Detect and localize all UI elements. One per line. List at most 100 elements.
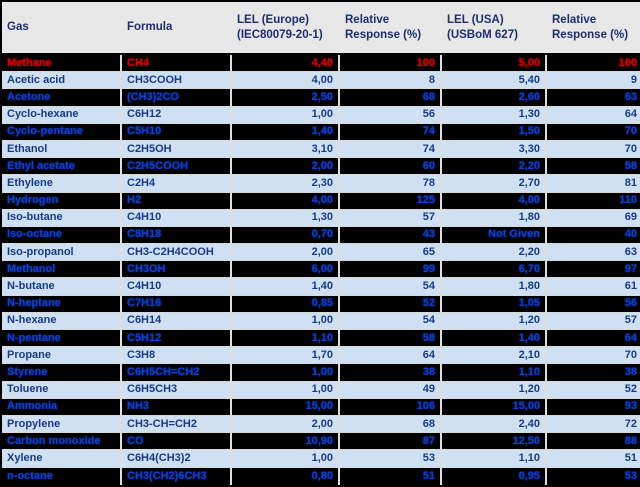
header-row: Gas Formula LEL (Europe) (IEC80079-20-1)… [2,2,640,55]
cell-gas: Cyclo-hexane [2,106,122,124]
cell-rr_eu: 68 [340,415,442,434]
cell-formula: C4H10 [122,278,232,296]
table-row: Cyclo-pentane C5H10 1,40 74 1,50 70 [2,123,640,141]
header-relative-response-usa: Relative Response (%) [547,2,640,55]
cell-rr_usa: 110 [547,193,640,210]
header-line: Relative [345,13,390,26]
cell-rr_eu: 65 [340,244,442,262]
cell-formula: C5H10 [122,123,232,141]
cell-lel_usa: 2,10 [442,347,547,365]
cell-rr_usa: 38 [547,364,640,382]
cell-rr_usa: 63 [547,89,640,107]
cell-lel_eu: 2,50 [232,89,340,107]
gas-table-body: Methane CH4 4,40 100 5,00 100 Acetic acid CH3CO… [2,55,640,485]
cell-rr_eu: 43 [340,226,442,245]
cell-gas: Propylene [2,415,122,434]
cell-rr_eu: 54 [340,312,442,330]
table-row: Methane CH4 4,40 100 5,00 100 [2,55,640,73]
cell-lel_usa: 1,10 [442,364,547,382]
cell-rr_usa: 100 [547,55,640,73]
cell-rr_usa: 69 [547,210,640,227]
header-relative-response-europe: Relative Response (%) [340,2,442,55]
header-lel-usa: LEL (USA) (USBoM 627) [442,2,547,55]
cell-gas: N-pentane [2,330,122,348]
cell-rr_usa: 40 [547,227,640,245]
header-line: Relative [552,13,597,26]
cell-gas: Acetone [2,89,122,107]
cell-formula: H2 [122,192,232,210]
cell-formula: C6H12 [122,106,232,124]
cell-rr_eu: 57 [340,209,442,227]
cell-lel_usa: Not Given [442,226,547,245]
cell-gas: N-heptane [2,295,122,313]
cell-lel_eu: 4,40 [232,55,340,73]
cell-lel_usa: 1,20 [442,381,547,399]
cell-rr_eu: 74 [340,140,442,159]
cell-formula: C6H5CH=CH2 [122,364,232,382]
cell-lel_usa: 2,70 [442,175,547,193]
cell-lel_usa: 15,00 [442,398,547,416]
cell-formula: C6H14 [122,312,232,330]
cell-gas: n-octane [2,467,122,485]
cell-gas: N-butane [2,278,122,296]
cell-rr_usa: 9 [547,72,640,90]
table-row: N-butane C4H10 1,40 54 1,80 61 [2,278,640,296]
cell-rr_usa: 70 [547,347,640,365]
cell-gas: Carbon monoxide [2,433,122,451]
cell-formula: CH4 [122,55,232,73]
cell-lel_usa: 1,50 [442,123,547,141]
cell-rr_eu: 106 [340,398,442,416]
cell-formula: C5H12 [122,330,232,348]
cell-lel_eu: 2,00 [232,244,340,262]
cell-rr_usa: 53 [624,469,637,482]
cell-lel_usa: 3,30 [442,140,547,159]
table-row: Acetic acid CH3COOH 4,00 8 5,40 9 [2,72,640,90]
cell-rr_usa: 70 [547,124,640,141]
cell-lel_eu: 4,00 [232,72,340,90]
cell-rr_eu: 56 [340,106,442,124]
cell-rr_usa: 64 [547,107,640,124]
cell-rr_usa: 97 [547,261,640,279]
header-line: LEL (USA) [447,13,504,26]
header-line: Gas [7,21,29,33]
cell-gas: Toluene [2,381,122,399]
cell-lel_eu: 2,00 [232,415,340,434]
cell-rr_usa: 93 [547,399,640,416]
header-line: (USBoM 627) [447,28,518,41]
cell-formula: NH3 [122,398,232,416]
cell-rr_eu: 52 [340,295,442,313]
cell-lel_eu: 1,00 [232,312,340,330]
cell-gas: Ethylene [2,175,122,193]
header-line: Response (%) [345,28,422,41]
cell-gas: Ammonia [2,398,122,416]
table-row: N-pentane C5H12 1,10 58 1,40 64 [2,330,640,348]
cell-rr_eu: 51 [340,467,442,485]
table-row: Ethyl acetate C2H5COOH 2,00 60 2,20 58 [2,158,640,176]
cell-gas: Ethyl acetate [2,158,122,176]
cell-lel_usa: 2,20 [442,244,547,262]
cell-gas: Cyclo-pentane [2,123,122,141]
cell-gas: Xylene [2,450,122,468]
cell-lel_eu: 10,90 [232,433,340,451]
cell-lel_usa: 1,20 [442,312,547,330]
cell-lel_usa: 1,10 [442,450,547,468]
cell-rr_usa: 58 [547,158,640,176]
cell-rr_eu: 58 [340,330,442,348]
table-row: Styrene C6H5CH=CH2 1,00 38 1,10 38 [2,364,640,382]
table-row: Cyclo-hexane C6H12 1,00 56 1,30 64 [2,106,640,124]
cell-formula: C6H4(CH3)2 [122,450,232,468]
cell-rr_eu: 78 [340,175,442,193]
cell-rr_eu: 54 [340,278,442,296]
cell-lel_eu: 0,85 [232,295,340,313]
cell-rr_usa: 70 [547,141,640,159]
table-row: Iso-propanol CH3-C2H4COOH 2,00 65 2,20 63 [2,244,640,262]
cell-formula: C2H4 [122,175,232,193]
cell-rr_eu: 100 [340,55,442,73]
cell-lel_eu: 0,70 [232,226,340,245]
cell-rr_eu: 53 [340,450,442,468]
cell-gas: N-hexane [2,312,122,330]
cell-lel_usa: 6,70 [442,261,547,279]
cell-lel_eu: 1,00 [232,450,340,468]
cell-rr_usa: 64 [547,330,640,348]
